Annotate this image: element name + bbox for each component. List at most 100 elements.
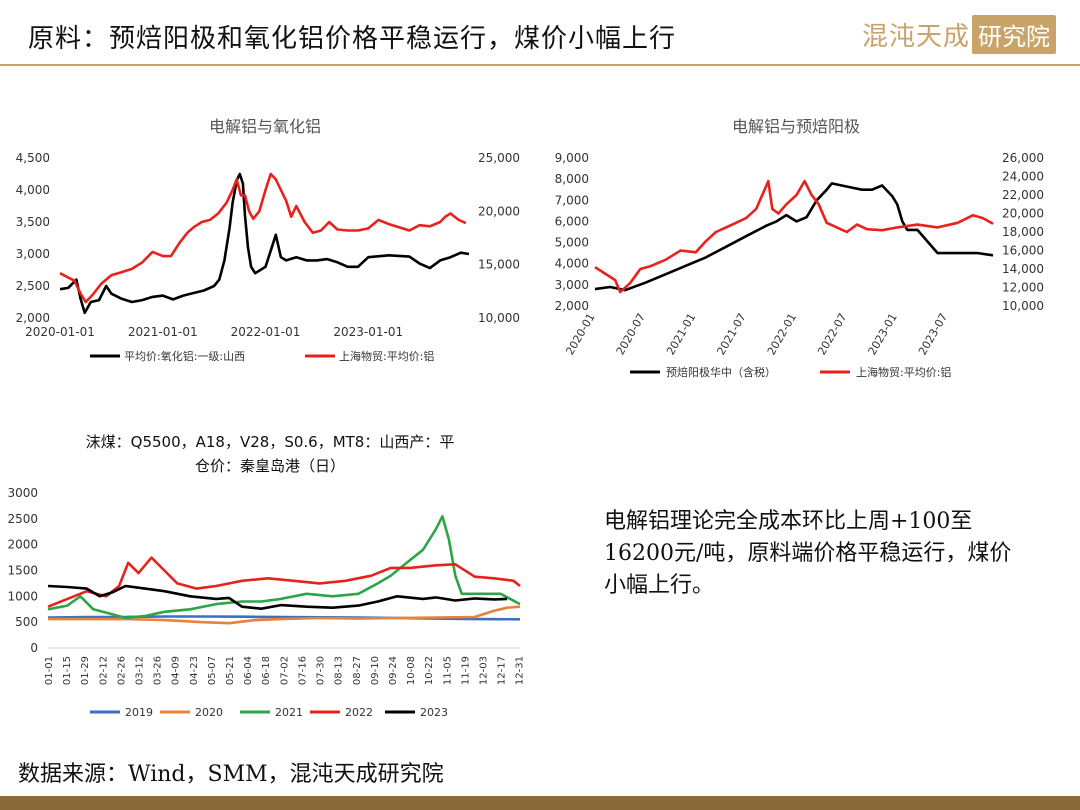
y-tick-left: 5,000 [555,236,589,250]
x-tick: 05-07 [207,656,218,685]
y-tick-right: 20,000 [1002,207,1044,221]
chart-title: 电解铝与预焙阳极 [732,117,860,136]
y-tick-left: 4,500 [16,151,50,165]
x-tick: 09-10 [370,656,381,685]
x-tick: 12-31 [515,656,526,685]
y-tick-left: 2,500 [16,279,50,293]
x-tick: 2021-01 [664,311,698,357]
y-tick-left: 6,000 [555,214,589,228]
legend-label: 2019 [125,706,153,719]
x-tick: 01-15 [62,656,73,685]
x-tick: 11-05 [442,656,453,685]
y-tick-right: 15,000 [478,258,520,272]
x-tick: 2022-01-01 [231,325,301,339]
x-tick: 06-04 [243,656,254,685]
series-line-1 [594,179,994,294]
x-tick: 10-22 [424,656,435,685]
series-line-1 [59,172,467,304]
y-tick-right: 22,000 [1002,188,1044,202]
x-tick: 05-21 [225,656,236,685]
x-tick: 2021-01-01 [128,325,198,339]
y-tick: 1000 [7,589,38,603]
summary-text: 电解铝理论完全成本环比上周+100至16200元/吨，原料端价格平稳运行，煤价小… [604,509,1012,598]
x-tick: 2023-01-01 [333,325,403,339]
data-source: 数据来源：Wind，SMM，混沌天成研究院 [18,762,444,787]
y-tick-right: 20,000 [478,204,520,218]
legend-label: 2023 [420,706,448,719]
x-tick: 03-12 [135,656,146,685]
legend-label: 上海物贸:平均价:铝 [856,365,951,379]
series-line-0 [594,182,994,292]
footer-bar [0,796,1080,810]
x-tick: 07-30 [316,656,327,685]
y-tick-left: 9,000 [555,151,589,165]
x-tick: 03-26 [153,656,164,685]
chart-title-line-1: 沫煤：Q5500，A18，V28，S0.6，MT8：山西产：平 [86,433,455,451]
legend-label: 2020 [195,706,223,719]
x-tick: 02-26 [116,656,127,685]
y-tick-left: 3,000 [16,247,50,261]
y-tick-left: 2,000 [555,299,589,313]
series-line-2023 [47,584,508,610]
chart-title: 电解铝与氧化铝 [209,117,321,136]
x-tick: 09-24 [388,656,399,685]
x-tick: 07-02 [279,656,290,685]
brand-logo: 混沌天成 研究院 [862,14,1056,54]
y-tick: 2000 [7,538,38,552]
chart-aluminum-vs-anode: 电解铝与预焙阳极 2,000 3,000 4,000 5,000 6,000 7,000 8,… [555,117,1044,379]
y-tick-left: 4,000 [16,183,50,197]
x-tick: 2023-07 [916,311,950,357]
x-tick: 2020-07 [614,311,648,357]
x-tick: 06-18 [261,656,272,685]
legend-label: 2021 [275,706,303,719]
legend-label: 2022 [345,706,373,719]
x-tick: 12-17 [497,656,508,685]
y-tick-right: 10,000 [478,311,520,325]
y-tick-right: 10,000 [1002,299,1044,313]
y-tick-right: 25,000 [478,151,520,165]
x-tick: 2020-01 [563,311,597,357]
x-tick: 2022-01 [765,311,799,357]
x-tick: 04-23 [189,656,200,685]
x-tick: 11-19 [460,656,471,685]
x-tick: 02-12 [98,656,109,685]
series-line-2020 [48,605,521,625]
legend-label: 预焙阳极华中（含税） [666,365,776,379]
legend-label: 上海物贸:平均价:铝 [339,349,434,363]
y-tick: 0 [30,641,38,655]
x-tick: 07-16 [297,656,308,685]
chart-coal-price: 沫煤：Q5500，A18，V28，S0.6，MT8：山西产：平仓价：秦皇岛港（日… [7,433,526,719]
y-tick-right: 12,000 [1002,281,1044,295]
x-tick: 2020-01-01 [25,325,95,339]
series-line-2022 [47,556,521,608]
header-divider [0,64,1080,66]
chart-aluminum-vs-alumina: 电解铝与氧化铝 2,000 2,500 3,000 3,500 4,000 4,500 10,… [16,117,520,363]
y-tick: 3000 [7,486,38,500]
x-tick: 08-27 [352,656,363,685]
y-tick-right: 14,000 [1002,262,1044,276]
x-tick: 2021-07 [714,311,748,357]
x-tick: 2023-01 [866,311,900,357]
y-tick: 1500 [7,564,38,578]
x-tick: 01-29 [80,656,91,685]
x-tick: 04-09 [171,656,182,685]
logo-text-primary: 混沌天成 [861,21,970,52]
y-tick-left: 7,000 [555,193,589,207]
y-tick-right: 24,000 [1002,170,1044,184]
y-tick-left: 4,000 [555,257,589,271]
logo-text-secondary: 研究院 [972,14,1056,54]
x-tick: 10-08 [406,656,417,685]
y-tick-right: 18,000 [1002,225,1044,239]
legend-label: 平均价:氧化铝:一级:山西 [124,349,245,363]
chart-title-line-2: 仓价：秦皇岛港（日） [195,457,345,475]
series-line-0 [59,172,470,315]
x-tick: 01-01 [44,656,55,685]
series-line-2021 [47,515,521,620]
page-title: 原料：预焙阳极和氧化铝价格平稳运行，煤价小幅上行 [28,24,677,54]
y-tick: 500 [15,615,38,629]
y-tick-left: 3,500 [16,215,50,229]
y-tick: 2500 [7,512,38,526]
y-tick-left: 8,000 [555,172,589,186]
y-tick-right: 26,000 [1002,151,1044,165]
x-tick: 12-03 [478,656,489,685]
